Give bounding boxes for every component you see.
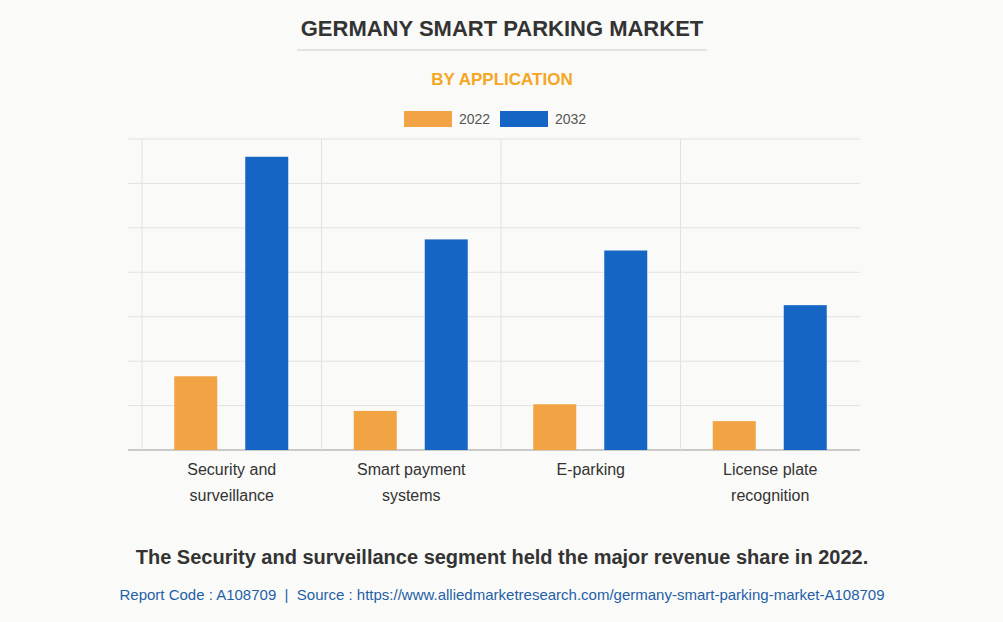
x-tick-label: Security andsurveillance: [187, 461, 276, 504]
source: Report Code : A108709 | Source : https:/…: [119, 586, 884, 603]
bar: [713, 421, 756, 450]
grid-line: [128, 405, 860, 406]
footnote: The Security and surveillance segment he…: [136, 546, 869, 568]
background: [0, 0, 1003, 622]
bar: [354, 411, 397, 450]
category-divider: [321, 139, 322, 450]
bar: [174, 376, 217, 450]
x-tick-label: Smart paymentsystems: [357, 461, 466, 504]
category-divider: [142, 139, 143, 450]
grid-line: [128, 183, 860, 184]
x-tick-label: E-parking: [557, 461, 625, 478]
bars: [174, 157, 827, 450]
grid-line: [128, 361, 860, 362]
grid-line: [128, 227, 860, 228]
bar: [604, 251, 647, 450]
bar: [245, 157, 288, 450]
bar: [533, 404, 576, 450]
grid-line: [128, 272, 860, 273]
title-rule: [297, 50, 707, 51]
legend-label: 2032: [555, 111, 586, 127]
bar: [784, 305, 827, 450]
title: GERMANY SMART PARKING MARKET: [301, 16, 704, 41]
category-divider: [680, 139, 681, 450]
grid-line: [128, 139, 860, 140]
bar: [425, 239, 468, 450]
legend-label: 2022: [459, 111, 490, 127]
legend-swatch: [404, 111, 452, 127]
grid-line: [128, 316, 860, 317]
subtitle: BY APPLICATION: [431, 70, 572, 89]
legend-swatch: [500, 111, 548, 127]
x-tick-label: License platerecognition: [723, 461, 817, 504]
category-divider: [501, 139, 502, 450]
chart: GERMANY SMART PARKING MARKET BY APPLICATI…: [0, 0, 1003, 622]
